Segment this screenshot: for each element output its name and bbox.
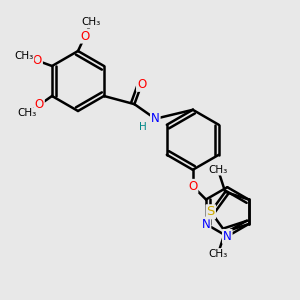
Text: H: H bbox=[139, 122, 147, 132]
Text: CH₃: CH₃ bbox=[82, 17, 101, 28]
Text: O: O bbox=[34, 98, 44, 111]
Text: CH₃: CH₃ bbox=[14, 51, 34, 61]
Text: O: O bbox=[188, 180, 197, 193]
Text: CH₃: CH₃ bbox=[208, 249, 228, 259]
Text: CH₃: CH₃ bbox=[18, 108, 37, 118]
Text: N: N bbox=[223, 230, 232, 243]
Text: O: O bbox=[33, 54, 42, 67]
Text: N: N bbox=[151, 112, 160, 125]
Text: O: O bbox=[137, 78, 146, 91]
Text: O: O bbox=[80, 30, 89, 43]
Text: CH₃: CH₃ bbox=[208, 165, 228, 175]
Text: N: N bbox=[202, 218, 210, 231]
Text: S: S bbox=[207, 205, 215, 218]
